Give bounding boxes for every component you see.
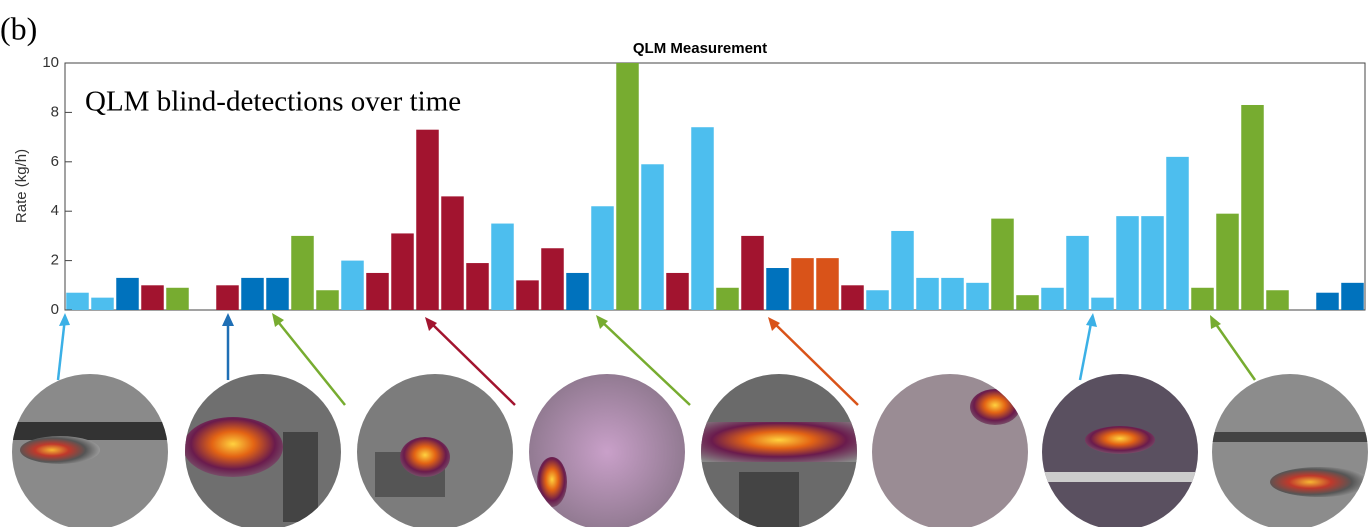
bar [941,277,964,310]
bar [516,280,539,310]
bar [1191,287,1214,310]
bar [591,206,614,310]
bar [741,235,764,310]
y-tick-label: 6 [51,153,59,170]
bar [866,290,889,310]
bar [616,63,639,310]
bar [1141,216,1164,310]
bar [391,233,414,310]
bar [716,287,739,310]
bar [216,285,239,310]
y-tick-label: 4 [51,202,59,219]
bar [291,235,314,310]
bar [366,272,389,310]
bar [466,263,489,310]
bar [91,297,114,310]
y-tick-label: 8 [51,103,59,120]
panel-label: (b) [0,10,37,46]
bar [166,287,189,310]
bar [1266,290,1289,310]
bar [991,218,1014,310]
arrows [56,313,1257,406]
y-tick-label: 0 [51,301,59,318]
plot-frame [64,62,1366,311]
bar [891,230,914,310]
bar [1241,104,1264,311]
annotation: QLM blind-detections over time [85,86,461,118]
bar [66,292,89,310]
bar [1316,292,1339,310]
bar [641,164,664,310]
bar [1341,282,1364,310]
thumbnails [12,313,1368,527]
bar [491,223,514,310]
bar [266,277,289,310]
bar [666,272,689,310]
bar [916,277,939,310]
bar [1066,235,1089,310]
bar [441,196,464,310]
bars [66,63,1364,311]
bar [141,285,164,310]
bar [791,258,814,310]
bar [566,272,589,310]
bar [966,282,989,310]
bar [1041,287,1064,310]
y-tick-label: 10 [42,54,59,71]
bar [816,258,839,310]
bar [691,127,714,310]
bar [766,268,789,310]
bar [1216,213,1239,310]
y-axis-label: Rate (kg/h) [13,149,30,223]
bar [1166,156,1189,310]
chart-title: QLM Measurement [633,40,767,57]
bar [1116,216,1139,310]
bar [116,277,139,310]
y-tick-label: 2 [51,252,59,269]
bar [416,129,439,310]
bar [241,277,264,310]
bar [541,248,564,310]
bar [841,285,864,310]
bar [1016,295,1039,310]
bar [341,260,364,310]
bar [1091,297,1114,310]
bar [316,290,339,310]
